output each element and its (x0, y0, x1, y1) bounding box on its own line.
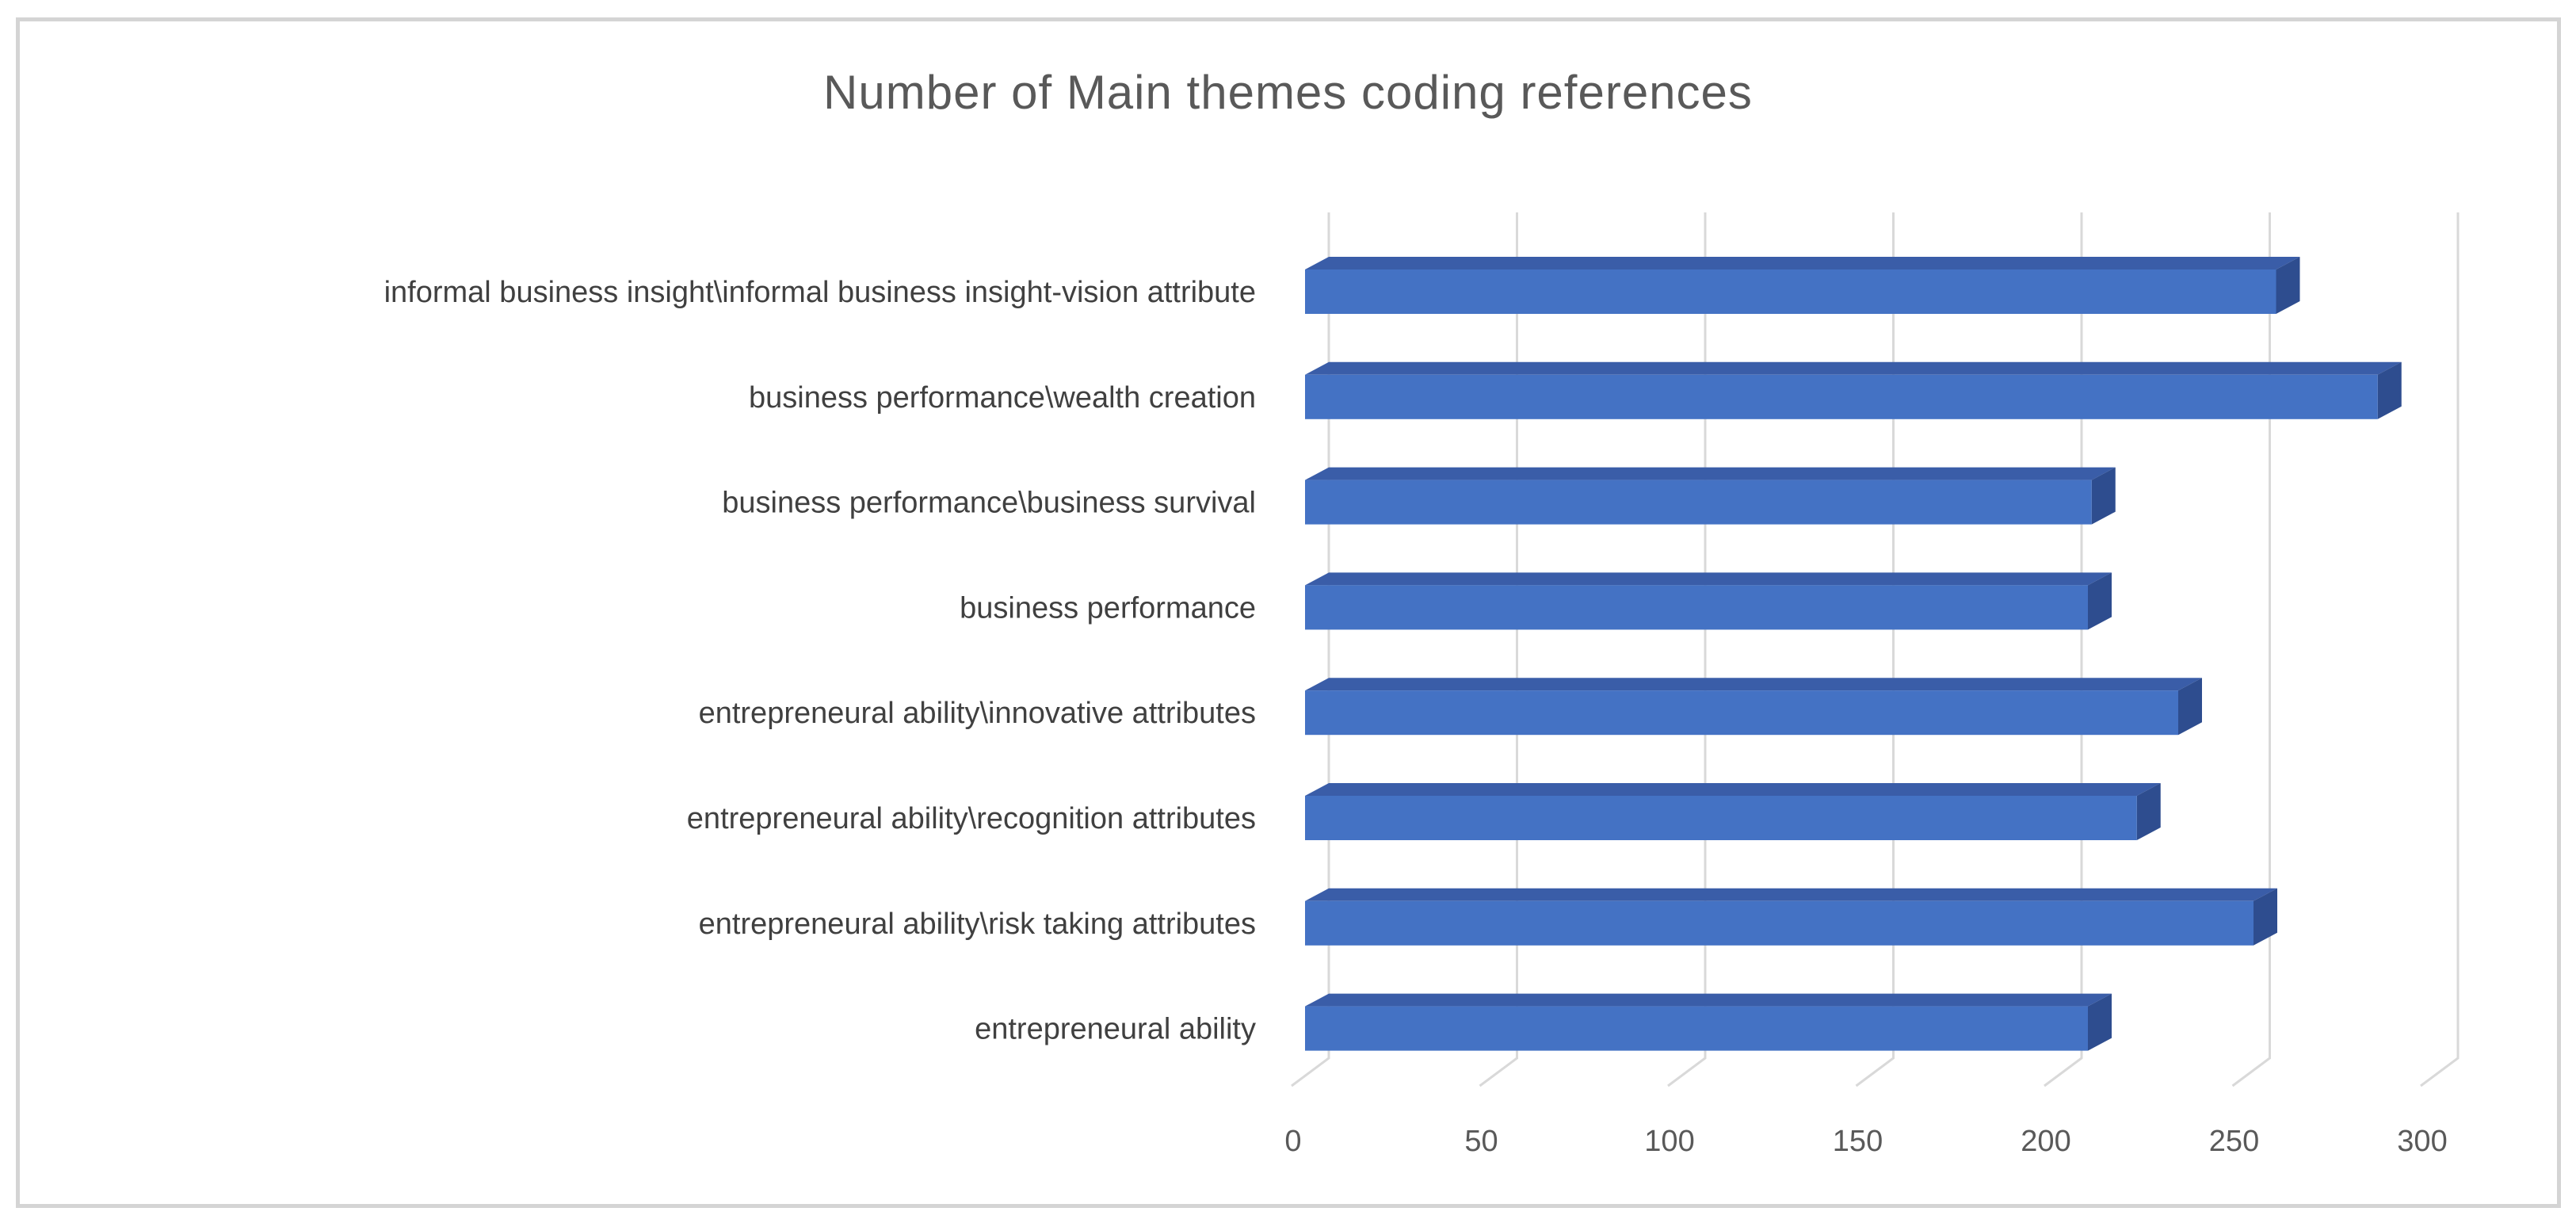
gridline-100 (1667, 212, 1707, 1087)
category-label-3: business performance (960, 591, 1256, 625)
bar-side-face-0 (2276, 257, 2300, 314)
x-tick-label-100: 100 (1644, 1125, 1694, 1158)
category-label-1: business performance\wealth creation (749, 381, 1256, 415)
category-label-5: entrepreneural ability\recognition attri… (687, 802, 1256, 835)
x-tick-label-250: 250 (2209, 1125, 2259, 1158)
bar-2 (1305, 480, 2092, 525)
bar-side-face-3 (2088, 572, 2112, 630)
bar-top-face-7 (1305, 993, 2112, 1007)
bar-side-face-7 (2088, 993, 2112, 1051)
bar-top-face-5 (1305, 783, 2161, 796)
bar-3 (1305, 585, 2088, 630)
chart-title: Number of Main themes coding references (823, 66, 1753, 119)
bar-1 (1305, 374, 2378, 419)
gridline-0 (1291, 212, 1330, 1087)
bar-top-face-1 (1305, 361, 2402, 375)
bar-side-face-4 (2178, 678, 2202, 736)
gridline-50 (1479, 212, 1518, 1087)
x-tick-label-50: 50 (1464, 1125, 1498, 1158)
bar-side-face-2 (2091, 467, 2116, 525)
x-tick-label-200: 200 (2021, 1125, 2070, 1158)
gridline-200 (2044, 212, 2083, 1087)
bar-side-face-1 (2377, 361, 2402, 419)
x-tick-label-0: 0 (1284, 1125, 1301, 1158)
category-label-7: entrepreneural ability (975, 1013, 1256, 1046)
bar-side-face-5 (2136, 783, 2161, 840)
bar-7 (1305, 1006, 2088, 1051)
bar-top-face-2 (1305, 467, 2116, 480)
bar-top-face-3 (1305, 572, 2112, 586)
category-label-6: entrepreneural ability\risk taking attri… (699, 908, 1256, 941)
gridline-250 (2231, 212, 2271, 1087)
category-label-4: entrepreneural ability\innovative attrib… (699, 697, 1256, 730)
bar-0 (1305, 269, 2276, 314)
bar-top-face-0 (1305, 257, 2300, 269)
bar-top-face-6 (1305, 888, 2277, 901)
x-tick-label-300: 300 (2397, 1125, 2447, 1158)
gridline-300 (2420, 212, 2460, 1087)
gridline-150 (1855, 212, 1895, 1087)
bar-top-face-4 (1305, 678, 2202, 691)
x-tick-label-150: 150 (1833, 1125, 1883, 1158)
bar-5 (1305, 796, 2137, 840)
category-label-2: business performance\business survival (722, 487, 1256, 520)
figure-border (16, 17, 2561, 1208)
category-label-0: informal business insight\informal busin… (384, 276, 1256, 309)
bar-4 (1305, 690, 2178, 736)
bar-side-face-6 (2254, 888, 2277, 946)
bar-6 (1305, 900, 2254, 946)
